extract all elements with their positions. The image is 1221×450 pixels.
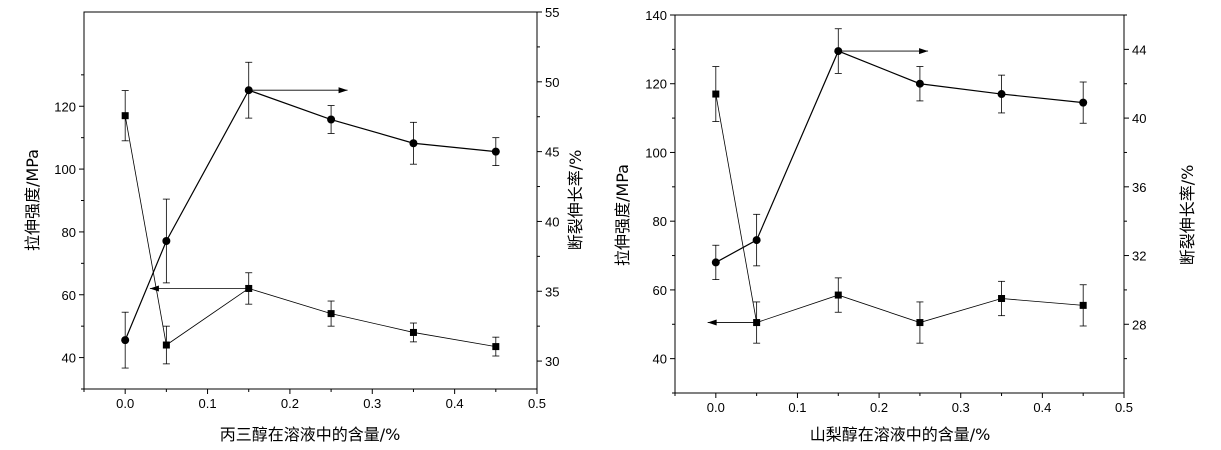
y-right-tick-label: 32: [1132, 249, 1146, 264]
data-point-square: [998, 295, 1006, 302]
x-axis-label: 丙三醇在溶液中的含量/%: [220, 425, 401, 444]
x-axis-label: 山梨醇在溶液中的含量/%: [810, 425, 991, 444]
y-axis-left-label: 拉伸强度/MPa: [613, 164, 632, 266]
data-point-circle: [327, 115, 336, 124]
y-left-tick-label: 40: [653, 352, 667, 367]
data-point-circle: [1079, 98, 1088, 107]
series-line-square: [124, 115, 496, 347]
plot-frame: [674, 14, 1125, 394]
series-line-square: [715, 93, 1084, 324]
data-point-circle: [121, 336, 130, 345]
y-left-tick-label: 60: [653, 283, 667, 298]
series-line-circle: [124, 89, 496, 341]
y-right-tick-label: 45: [545, 145, 559, 160]
data-point-square: [712, 90, 720, 98]
x-tick-label: 0.0: [707, 400, 725, 415]
y-left-tick-label: 100: [645, 145, 667, 160]
y-left-tick-label: 120: [54, 99, 76, 114]
x-tick-label: 0.2: [281, 396, 299, 411]
y-axis-left-label: 拉伸强度/MPa: [23, 149, 42, 251]
data-point-circle: [409, 139, 418, 148]
data-point-square: [121, 112, 129, 120]
plot-frame: [83, 11, 538, 390]
y-right-tick-label: 44: [1132, 42, 1146, 57]
arrow-head: [707, 319, 717, 326]
arrow-head: [338, 87, 348, 94]
data-point-square: [409, 328, 417, 336]
series-line-circle: [715, 50, 1084, 263]
data-point-square: [492, 343, 500, 351]
y-left-tick-label: 80: [62, 225, 76, 240]
x-tick-label: 0.3: [952, 400, 970, 415]
arrow-head: [919, 48, 929, 55]
chart-panel-sorbitol: 山梨醇在溶液中的含量/% 拉伸强度/MPa 断裂伸长率/% 0.0 0.1 0.2 0…: [613, 8, 1197, 444]
x-tick-label: 0.5: [528, 396, 546, 411]
y-left-tick-label: 140: [645, 8, 667, 23]
y-right-tick-label: 50: [545, 75, 559, 90]
data-point-square: [162, 341, 170, 349]
arrow-head: [149, 285, 159, 292]
data-point-square: [916, 319, 924, 327]
data-point-circle: [711, 258, 720, 267]
data-point-circle: [752, 236, 761, 245]
y-right-tick-label: 36: [1132, 180, 1146, 195]
chart-panel-glycerol: 丙三醇在溶液中的含量/% 拉伸强度/MPa 断裂伸长率/% 0.0 0.1 0.2 0…: [23, 5, 585, 444]
y-left-tick-label: 80: [653, 214, 667, 229]
data-point-circle: [915, 79, 924, 88]
data-point-circle: [162, 236, 171, 245]
data-point-square: [834, 291, 842, 299]
x-tick-label: 0.4: [446, 396, 464, 411]
y-right-tick-label: 30: [545, 354, 559, 369]
x-tick-label: 0.5: [1115, 400, 1133, 415]
y-axis-right-label: 断裂伸长率/%: [566, 150, 585, 251]
x-tick-label: 0.1: [788, 400, 806, 415]
y-right-tick-label: 40: [1132, 111, 1146, 126]
data-point-square: [327, 310, 335, 318]
y-right-tick-label: 40: [545, 214, 559, 229]
x-tick-label: 0.2: [870, 400, 888, 415]
x-tick-label: 0.0: [116, 396, 134, 411]
data-point-circle: [997, 90, 1006, 99]
y-left-tick-label: 40: [62, 351, 76, 366]
data-point-square: [1079, 301, 1087, 309]
y-left-tick-label: 100: [54, 162, 76, 177]
y-right-tick-label: 55: [545, 5, 559, 20]
y-right-tick-label: 35: [545, 284, 559, 299]
y-right-tick-label: 28: [1132, 317, 1146, 332]
y-left-tick-label: 120: [645, 77, 667, 92]
x-tick-label: 0.4: [1033, 400, 1051, 415]
y-left-tick-label: 60: [62, 288, 76, 303]
x-tick-label: 0.1: [199, 396, 217, 411]
x-tick-label: 0.3: [363, 396, 381, 411]
y-axis-right-label: 断裂伸长率/%: [1178, 165, 1197, 266]
data-point-circle: [491, 147, 500, 156]
